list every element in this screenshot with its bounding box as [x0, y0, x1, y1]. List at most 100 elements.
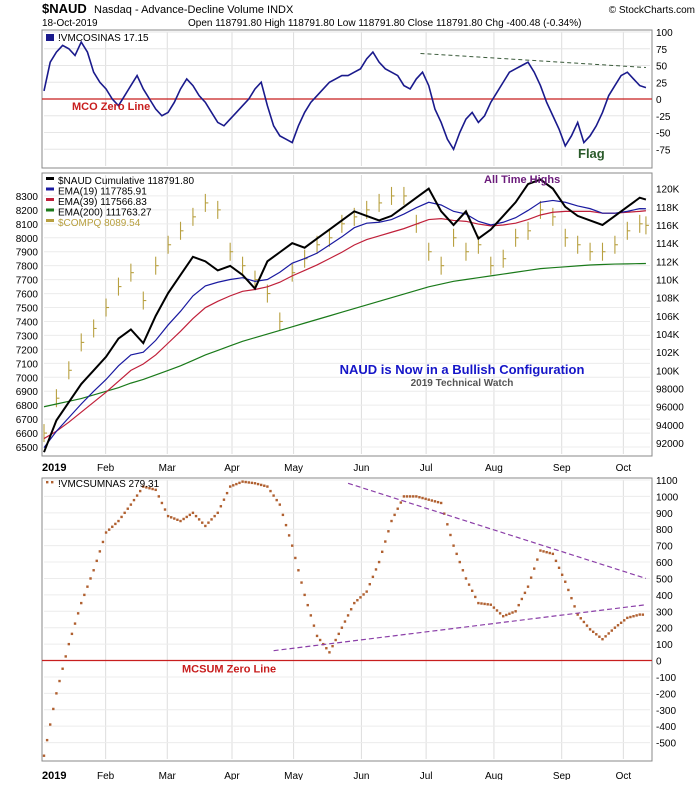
- mcsum-point: [619, 621, 623, 624]
- mcsum-point: [216, 511, 219, 515]
- mcsum-point: [461, 569, 465, 572]
- mcsum-point: [154, 488, 157, 492]
- naud-left-tick: 7000: [16, 373, 39, 384]
- mcsum-point: [560, 573, 564, 576]
- mcsum-point: [98, 550, 102, 553]
- mcsum-point: [166, 514, 170, 518]
- mcsum-point: [325, 647, 328, 650]
- mcsum-legend-swatch: [46, 481, 49, 484]
- mcsum-point: [616, 624, 620, 627]
- mcsum-point: [101, 540, 105, 544]
- mcsum-point: [238, 481, 241, 485]
- month-label: Jun: [353, 771, 369, 780]
- mcsum-point: [495, 609, 499, 612]
- mcsum-point: [483, 602, 486, 606]
- axis-ticks: 1007550250-25-50-75830082008100800079007…: [16, 28, 684, 750]
- naud-legend-label: EMA(19) 117785.91: [58, 187, 147, 198]
- mcsum-tick-label: 900: [656, 509, 673, 520]
- mcsum-point: [353, 601, 356, 605]
- mcsum-point: [294, 556, 297, 560]
- mcsum-point: [433, 500, 437, 503]
- mcsum-point: [297, 569, 300, 572]
- mcsum-point: [148, 487, 151, 490]
- mcsum-point: [474, 595, 477, 599]
- mcsum-point: [163, 508, 167, 511]
- mcsum-point: [604, 635, 607, 638]
- mcsum-point: [387, 530, 390, 533]
- mcsum-legend-swatch: [51, 481, 54, 484]
- mcsum-point: [73, 622, 77, 625]
- mcsum-point: [502, 615, 505, 618]
- naud-right-tick: 94000: [656, 421, 684, 432]
- mcsum-point: [356, 599, 359, 602]
- mcsum-point: [359, 596, 362, 599]
- mcsum-legend-label: !VMCSUMNAS 279.31: [58, 479, 160, 490]
- year-label: 2019: [42, 770, 66, 780]
- mcsum-zero-label: MCSUM Zero Line: [182, 664, 276, 676]
- mcsum-point: [45, 738, 49, 742]
- mcsum-point: [595, 633, 598, 636]
- mcsum-point: [343, 620, 347, 623]
- naud-series-line: [43, 210, 646, 440]
- mcsum-point: [436, 500, 440, 504]
- naud-left-tick: 6800: [16, 401, 39, 412]
- mcsum-point: [536, 558, 539, 561]
- mcsum-point: [275, 498, 278, 502]
- naud-panel: [41, 172, 653, 457]
- mcsum-point: [427, 498, 430, 501]
- mcsum-point: [331, 644, 334, 648]
- mcsum-point: [334, 638, 337, 642]
- naud-legend-swatch: [46, 198, 54, 201]
- chart-text: 2019 Feb Mar Apr May Jun Jul Aug Sep Oct 2019 Feb Ma…: [42, 33, 631, 782]
- mcsum-point: [204, 524, 207, 528]
- mco-tick-label: 0: [656, 95, 662, 106]
- mcsum-point: [340, 626, 344, 629]
- mcsum-point: [554, 559, 558, 563]
- mcsum-point: [138, 489, 142, 493]
- mcsum-point: [126, 507, 129, 510]
- watch-label: 2019 Technical Watch: [411, 378, 514, 389]
- mcsum-point: [225, 491, 229, 495]
- naud-series-line: [43, 178, 647, 453]
- naud-left-tick: 7100: [16, 359, 39, 370]
- mcsum-point: [529, 576, 533, 579]
- mcsum-point: [551, 552, 555, 556]
- zero-lines: [42, 98, 652, 662]
- mcsum-point: [58, 679, 61, 683]
- description-label: Nasdaq - Advance-Decline Volume INDX: [94, 4, 294, 16]
- naud-series: [43, 178, 649, 453]
- mcsum-tick-label: 0: [656, 657, 662, 668]
- mcsum-point: [207, 521, 210, 524]
- mcsum-point: [598, 635, 601, 638]
- date-label: 18-Oct-2019: [42, 18, 98, 29]
- month-label: Jun: [353, 463, 369, 474]
- mcsum-point: [244, 480, 247, 484]
- mcsum-point: [272, 494, 275, 497]
- mco-tick-label: -25: [656, 112, 671, 123]
- mcsum-point: [415, 495, 418, 498]
- mcsum-point: [635, 614, 638, 617]
- mcsum-point: [142, 485, 145, 488]
- mcsum-point: [80, 601, 83, 605]
- mcsum-point: [588, 628, 592, 631]
- mcsum-point: [191, 511, 195, 515]
- mcsum-point: [61, 667, 64, 670]
- flag-label: Flag: [578, 146, 605, 161]
- mcsum-point: [523, 591, 527, 595]
- mcsum-point: [120, 515, 123, 519]
- mcsum-point: [256, 482, 260, 486]
- mcsum-point: [573, 605, 576, 608]
- mcsum-tick-label: -500: [656, 739, 676, 750]
- mcsum-point: [278, 503, 282, 506]
- mcsum-point: [182, 517, 185, 521]
- mco-series: [43, 40, 647, 152]
- mcsum-point: [266, 485, 269, 488]
- naud-left-tick: 7300: [16, 331, 39, 342]
- month-label: Mar: [159, 771, 177, 780]
- mcsum-point: [185, 515, 188, 519]
- mcsum-point: [222, 498, 226, 501]
- mcsum-point: [111, 525, 114, 528]
- month-label: Feb: [97, 463, 115, 474]
- naud-legend-swatch: [46, 219, 54, 222]
- mcsum-point: [421, 496, 424, 500]
